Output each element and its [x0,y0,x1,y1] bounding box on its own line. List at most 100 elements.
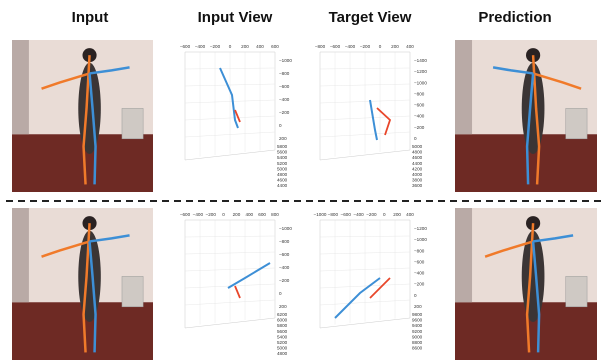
column-header: Input [72,9,109,26]
pose-plot: −600 −400 −200 0 200 400 600 800−1000−800−600−4… [180,212,293,356]
axis-tick-label: −400 [345,44,356,49]
axis-tick-label: 4800 [412,150,423,155]
axis-tick-label: 200 [391,44,399,49]
axis-tick-label: 400 [406,212,414,217]
skeleton-right [88,241,97,353]
skeleton-left-arm [41,240,90,258]
photo-wall-shadow [12,40,29,135]
axis-tick-label: −200 [366,212,377,217]
axis-tick-label: −200 [210,44,221,49]
photo-wall-shadow [12,208,29,303]
skeleton-right-arm [532,234,574,243]
axis-tick-label: −600 [330,44,341,49]
person-head [526,216,541,231]
skeleton-right-arm [89,234,130,243]
photo-radiator [565,276,588,308]
plot-grid [319,131,411,138]
skeleton-left-arm [532,72,582,90]
column-header: Target View [329,9,412,26]
axis-tick-label: −200 [206,212,217,217]
axis-tick-label: −200 [360,44,371,49]
axis-tick-label: 8600 [412,346,423,351]
axis-tick-label: 9200 [412,329,423,334]
axis-tick-label: 400 [406,44,414,49]
axis-tick-label: 9600 [412,318,423,323]
axis-tick-label: 4800 [277,172,288,177]
skeleton-left [82,55,91,185]
pose-blue [334,277,381,319]
pose-orange [234,109,241,123]
plot-grid [184,299,276,306]
skeleton-right [88,73,97,185]
axis-tick-label: 200 [414,304,422,309]
photo-radiator [565,108,588,140]
axis-tick-label: 9000 [412,334,423,339]
axis-tick-label: 0 [414,136,417,141]
skeleton-left [531,55,541,185]
axis-tick-label: 0 [279,291,282,296]
axis-tick-label: −200 [414,125,425,130]
axis-tick-label: −600 [414,103,425,108]
axis-tick-label: 0 [222,212,225,217]
pose-blue [369,99,378,141]
axis-tick-label: 200 [233,212,241,217]
axis-tick-label: 6000 [277,318,288,323]
axis-tick-label: 5000 [277,166,288,171]
pose-orange [369,277,391,299]
axis-tick-label: −800 [328,212,339,217]
axis-tick-label: 4600 [277,178,288,183]
axis-tick-label: 0 [229,44,232,49]
axis-tick-label: −400 [279,97,290,102]
axis-tick-label: −600 [279,252,290,257]
axis-tick-label: −600 [341,212,352,217]
axis-tick-label: 200 [393,212,401,217]
axis-tick-label: 0 [414,293,417,298]
axis-tick-label: 600 [258,212,266,217]
axis-tick-label: 800 [271,212,279,217]
axis-tick-label: 4400 [277,183,288,188]
axis-tick-label: −200 [279,278,290,283]
axis-tick-label: −1000 [414,237,427,242]
axis-tick-label: 3600 [412,183,423,188]
axis-tick-label: −1200 [414,69,427,74]
skeleton-left [82,223,91,353]
axis-tick-label: 5200 [277,340,288,345]
axis-tick-label: −600 [180,44,191,49]
axis-tick-label: −600 [180,212,191,217]
axis-tick-label: −400 [414,114,425,119]
axis-tick-label: −600 [279,84,290,89]
axis-tick-label: 5600 [277,150,288,155]
axis-tick-label: 4400 [412,161,423,166]
photo-radiator [121,276,144,308]
pose-blue [227,262,271,289]
axis-tick-label: 400 [245,212,253,217]
axis-tick-label: 4800 [277,351,288,356]
axis-tick-label: 5000 [277,346,288,351]
axis-tick-label: 0 [279,123,282,128]
axis-tick-label: 4000 [412,172,423,177]
skeleton-right-arm [492,66,534,75]
axis-tick-label: −1400 [414,58,427,63]
column-header: Prediction [478,9,551,26]
axis-tick-label: −800 [279,239,290,244]
axis-tick-label: 600 [271,44,279,49]
axis-tick-label: −400 [193,212,204,217]
axis-tick-label: 3800 [412,178,423,183]
photo-radiator [121,108,144,140]
axis-tick-label: −1000 [279,226,292,231]
axis-tick-label: −800 [414,248,425,253]
axis-tick-label: 5800 [277,144,288,149]
axis-tick-label: 0 [379,44,382,49]
axis-tick-label: 5200 [277,161,288,166]
pose-orange [234,285,241,299]
axis-tick-label: −600 [414,259,425,264]
axis-tick-label: 8800 [412,340,423,345]
axis-tick-label: −200 [279,110,290,115]
axis-tick-label: −1000 [279,58,292,63]
axis-tick-label: −400 [279,265,290,270]
axis-tick-label: −800 [279,71,290,76]
axis-tick-label: 9800 [412,312,423,317]
axis-tick-label: 5400 [277,334,288,339]
column-header: Input View [198,9,273,26]
